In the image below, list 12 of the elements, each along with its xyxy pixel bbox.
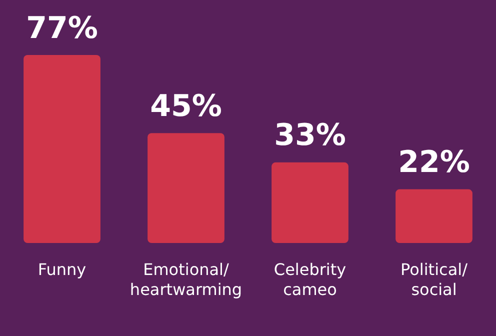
x-tick-label: Celebrity cameo xyxy=(274,260,346,300)
data-label: 45% xyxy=(150,88,222,124)
bar xyxy=(396,189,472,243)
bar xyxy=(148,133,224,243)
bar xyxy=(272,162,348,243)
data-label: 77% xyxy=(26,10,98,46)
x-tick-label: Funny xyxy=(38,260,86,280)
x-tick-label: Political/ social xyxy=(400,260,468,300)
data-label: 22% xyxy=(398,145,470,180)
data-label: 33% xyxy=(274,118,346,154)
x-tick-label: Emotional/ heartwarming xyxy=(130,260,242,300)
bar xyxy=(24,55,100,243)
